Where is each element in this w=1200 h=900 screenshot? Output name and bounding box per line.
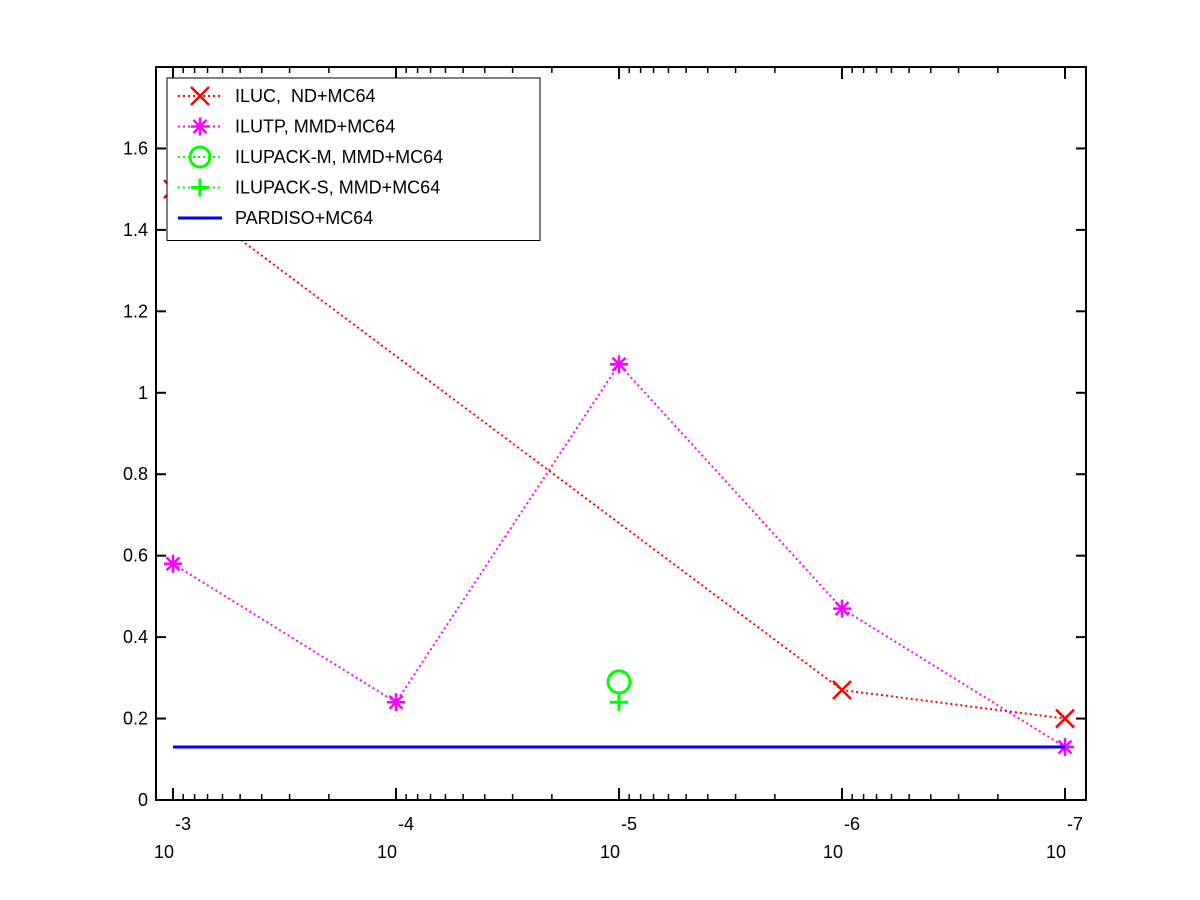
series-1: [164, 355, 1074, 757]
x-tick-label-base: 10: [823, 842, 843, 862]
series-2: [606, 669, 632, 695]
x-tick-label-base: 10: [154, 842, 174, 862]
legend-label: ILUPACK-M, MMD+MC64: [235, 147, 443, 167]
legend-box: [166, 77, 541, 241]
marker-x-stroke: [190, 86, 210, 106]
x-tick-label-base: 10: [1046, 842, 1066, 862]
y-tick-label: 0.8: [123, 464, 148, 484]
series-line: [172, 362, 1066, 748]
legend-label: ILUPACK-S, MMD+MC64: [235, 178, 440, 198]
marker-asterisk-stroke: [388, 694, 404, 710]
marker-asterisk-stroke: [192, 119, 208, 134]
data-point: [1055, 708, 1075, 729]
data-point: [387, 693, 405, 712]
legend-entry: ILUC, ND+MC64: [178, 86, 376, 106]
y-tick-label: 0.6: [123, 546, 148, 566]
y-tick-label: 1.6: [123, 138, 148, 158]
data-point: [164, 554, 182, 573]
data-point: [606, 669, 632, 695]
x-tick-label-base: 10: [600, 842, 620, 862]
y-tick-label: 1.2: [123, 301, 148, 321]
legend: ILUC, ND+MC64 ILUTP, MMD+MC64 ILUPACK-M, M…: [166, 77, 541, 241]
x-tick-label-exponent: -4: [398, 814, 414, 834]
plot-frame: [155, 66, 1087, 801]
legend-label: ILUC, ND+MC64: [235, 86, 376, 106]
data-point: [610, 355, 628, 374]
marker-circle: [188, 145, 212, 169]
y-tick-label: 0: [138, 790, 148, 810]
data-point: [832, 680, 852, 700]
legend-label: PARDISO+MC64: [235, 208, 373, 228]
data-point: [833, 599, 851, 618]
legend-label: ILUTP, MMD+MC64: [235, 117, 395, 137]
y-tick-label: 1: [138, 383, 148, 403]
y-tick-label: 0.4: [123, 627, 148, 647]
y-tick-label: 0.2: [123, 709, 148, 729]
series-3: [610, 693, 628, 712]
x-tick-label-exponent: -7: [1067, 814, 1083, 834]
x-tick-label-exponent: -6: [844, 814, 860, 834]
marker-x-stroke: [832, 680, 852, 700]
x-tick-label-exponent: -3: [175, 814, 191, 834]
legend-entry: PARDISO+MC64: [178, 208, 373, 228]
marker-asterisk-stroke: [165, 556, 181, 572]
marker-circle: [606, 669, 632, 695]
marker-asterisk-stroke: [611, 356, 627, 372]
marker-x-stroke: [1055, 708, 1075, 729]
y-tick-label: 1.4: [123, 220, 148, 240]
axes: 00.20.40.60.811.21.41.610-310-410-510-61…: [123, 66, 1087, 862]
marker-asterisk-stroke: [834, 601, 850, 616]
data-point: [610, 693, 628, 712]
x-tick-label-base: 10: [377, 842, 397, 862]
legend-entry: ILUTP, MMD+MC64: [178, 117, 395, 137]
legend-entry: ILUPACK-M, MMD+MC64: [178, 145, 443, 169]
legend-entry: ILUPACK-S, MMD+MC64: [178, 178, 440, 198]
x-tick-label-exponent: -5: [621, 814, 637, 834]
